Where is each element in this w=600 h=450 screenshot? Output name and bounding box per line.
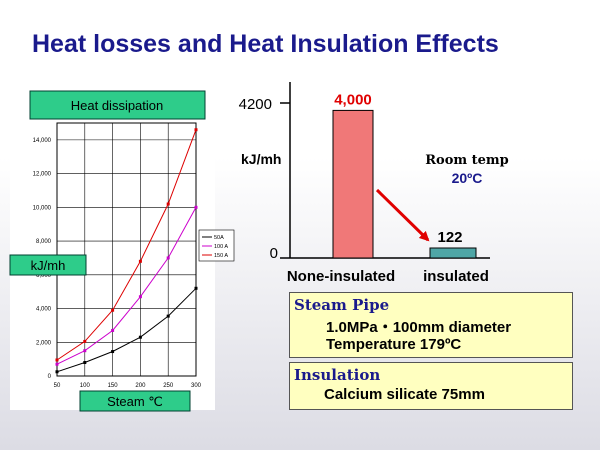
- line-point-s2: [111, 308, 115, 312]
- line-point-s0: [166, 314, 170, 318]
- line-point-s0: [83, 361, 87, 365]
- insulation-box: Insulation Calcium silicate 75mm: [289, 362, 573, 410]
- room-temp-label: Room temp: [425, 153, 509, 168]
- line-chart-grid: [56, 123, 197, 377]
- line-point-s2: [194, 128, 198, 132]
- line-chart-xtick-label: 200: [135, 383, 146, 389]
- line-chart: 02,0004,0006,0008,00010,00012,00014,000 …: [9, 90, 235, 412]
- line-chart-xtick-label: 150: [108, 383, 119, 389]
- line-series-0: [56, 287, 197, 373]
- line-point-s2: [55, 358, 59, 362]
- line-point-s1: [83, 349, 87, 353]
- line-point-s1: [138, 295, 142, 299]
- line-chart-ylabel-box: [9, 254, 87, 276]
- bar-chart-ylabel: kJ/mh: [241, 151, 281, 167]
- line-chart-xlabel: Steam ℃: [107, 394, 163, 409]
- bar-chart: 4200 0 kJ/mh 4,000 122 None-insulated in…: [239, 82, 509, 285]
- line-chart-xtick-label: 50: [54, 383, 61, 389]
- line-chart-ytick-label: 0: [48, 374, 52, 380]
- line-point-s1: [55, 362, 59, 366]
- steam-pipe-box: Steam Pipe 1.0MPa・100mm diameter Tempera…: [289, 292, 573, 358]
- insulation-heading: Insulation: [294, 366, 381, 384]
- line-chart-xtick-label: 250: [163, 383, 174, 389]
- steam-pipe-pressure-diameter: 1.0MPa・100mm diameter: [326, 319, 512, 336]
- line-point-s0: [194, 286, 198, 290]
- steam-pipe-heading: Steam Pipe: [294, 296, 390, 314]
- line-chart-ylabel: kJ/mh: [31, 258, 66, 273]
- legend-entry: 150 A: [214, 253, 228, 259]
- legend-entry: 100 A: [214, 244, 228, 250]
- bar-chart-ytick-max: 4200: [239, 96, 272, 113]
- line-point-s1: [111, 328, 115, 332]
- line-series-2: [56, 129, 197, 361]
- bar-chart-ytick-zero: 0: [270, 245, 278, 262]
- line-point-s1: [194, 205, 198, 209]
- line-chart-ytick-label: 8,000: [36, 239, 52, 245]
- room-temp-value: 20ºC: [452, 170, 483, 186]
- line-point-s2: [83, 339, 87, 343]
- bar-category-insulated: insulated: [423, 268, 489, 285]
- line-chart-xtick-label: 300: [191, 383, 202, 389]
- line-chart-series: [55, 128, 198, 374]
- line-chart-ytick-label: 6,000: [36, 273, 52, 279]
- line-chart-y-ticks: 0 2,000 4,000 6,000 8,000 10,000 12,000 14,000: [33, 138, 52, 380]
- line-chart-title-box: [29, 90, 206, 120]
- line-chart-ytick-label: 4,000: [36, 307, 52, 313]
- reduction-arrow: [375, 188, 430, 242]
- line-chart-xtick-label: 100: [80, 383, 91, 389]
- line-chart-x-ticks: 50 100 150 200 250 300: [54, 383, 202, 389]
- bar-value-label-insulated: 122: [437, 229, 462, 246]
- legend-entry: 50A: [214, 235, 224, 241]
- line-chart-title: Heat dissipation: [71, 98, 164, 113]
- line-point-s0: [138, 335, 142, 339]
- insulation-material: Calcium silicate 75mm: [324, 386, 485, 403]
- bar-insulated: [429, 247, 477, 259]
- line-chart-ytick-label: 2,000: [36, 340, 52, 346]
- line-chart-ytick-label: 12,000: [33, 172, 52, 178]
- bar-value-label-none-insulated: 4,000: [334, 91, 372, 108]
- bar-none-insulated: [332, 109, 374, 259]
- line-chart-ytick-label: 10,000: [33, 205, 52, 211]
- line-point-s1: [166, 256, 170, 260]
- line-point-s2: [166, 202, 170, 206]
- slide-title: Heat losses and Heat Insulation Effects: [32, 30, 499, 58]
- line-series-1: [56, 207, 197, 365]
- steam-pipe-temperature: Temperature 179ºC: [326, 336, 462, 353]
- line-chart-ytick-label: 14,000: [33, 138, 52, 144]
- line-chart-xlabel-box: [79, 390, 191, 412]
- line-point-s2: [138, 259, 142, 263]
- line-point-s0: [55, 370, 59, 374]
- line-chart-legend: 50A 100 A 150 A: [198, 229, 235, 262]
- bar-category-none-insulated: None-insulated: [287, 268, 395, 285]
- line-point-s0: [111, 350, 115, 354]
